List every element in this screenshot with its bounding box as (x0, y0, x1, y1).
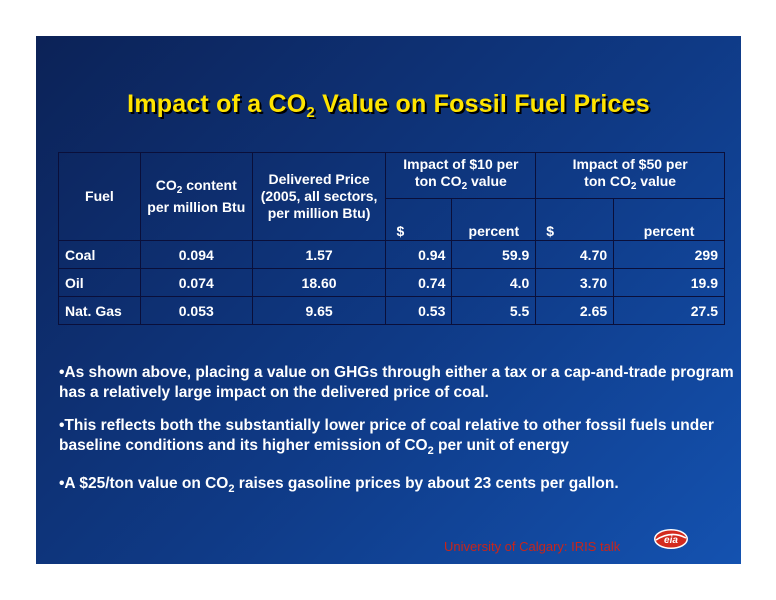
cell-percent-50: 299 (613, 240, 725, 269)
title-text-end: Value on Fossil Fuel Prices (314, 90, 650, 118)
footer-text: University of Calgary: IRIS talk (444, 539, 621, 554)
header-dollar-50: $ (535, 198, 615, 241)
header-impact-50: Impact of $50 per ton CO2 value (535, 152, 725, 199)
cell-percent-10: 5.5 (451, 296, 537, 325)
cell-dollar-10: 0.53 (385, 296, 453, 325)
cell-price: 18.60 (251, 268, 387, 297)
title-subscript: 2 (306, 104, 315, 121)
cell-percent-50: 19.9 (613, 268, 725, 297)
cell-price: 9.65 (251, 296, 387, 325)
eia-logo-icon: eia (654, 529, 688, 549)
header-delivered-price: Delivered Price (2005, all sectors, per … (251, 152, 387, 241)
cell-dollar-50: 2.65 (535, 296, 615, 325)
cell-fuel: Nat. Gas (58, 296, 141, 325)
table-row: Oil 0.074 18.60 0.74 4.0 3.70 19.9 (58, 268, 725, 297)
cell-dollar-10: 0.74 (385, 268, 453, 297)
price-impact-table: Fuel CO2 content per million Btu Deliver… (58, 152, 725, 325)
header-impact-10: Impact of $10 per ton CO2 value (385, 152, 537, 199)
table-row: Coal 0.094 1.57 0.94 59.9 4.70 299 (58, 240, 725, 269)
header-fuel: Fuel (58, 152, 141, 241)
slide-title: Impact of a CO2 Value on Fossil Fuel Pri… (36, 90, 741, 121)
cell-fuel: Oil (58, 268, 141, 297)
cell-co2: 0.053 (139, 296, 253, 325)
header-percent-10: percent (451, 198, 537, 241)
bullet-item: •A $25/ton value on CO2 raises gasoline … (59, 475, 619, 495)
cell-percent-50: 27.5 (613, 296, 725, 325)
header-co2-content: CO2 content per million Btu (139, 152, 253, 241)
cell-co2: 0.074 (139, 268, 253, 297)
slide: Impact of a CO2 Value on Fossil Fuel Pri… (36, 36, 741, 564)
cell-percent-10: 59.9 (451, 240, 537, 269)
header-percent-50: percent (613, 198, 725, 241)
cell-fuel: Coal (58, 240, 141, 269)
cell-dollar-10: 0.94 (385, 240, 453, 269)
table-row: Nat. Gas 0.053 9.65 0.53 5.5 2.65 27.5 (58, 296, 725, 325)
bullet-item: •This reflects both the substantially lo… (59, 417, 714, 457)
bullet-item: •As shown above, placing a value on GHGs… (59, 364, 734, 401)
cell-dollar-50: 4.70 (535, 240, 615, 269)
header-dollar-10: $ (385, 198, 453, 241)
cell-percent-10: 4.0 (451, 268, 537, 297)
cell-co2: 0.094 (139, 240, 253, 269)
bullet-list: •As shown above, placing a value on GHGs… (59, 363, 739, 512)
cell-dollar-50: 3.70 (535, 268, 615, 297)
title-text: Impact of a CO (127, 90, 307, 118)
cell-price: 1.57 (251, 240, 387, 269)
svg-text:eia: eia (664, 535, 678, 546)
